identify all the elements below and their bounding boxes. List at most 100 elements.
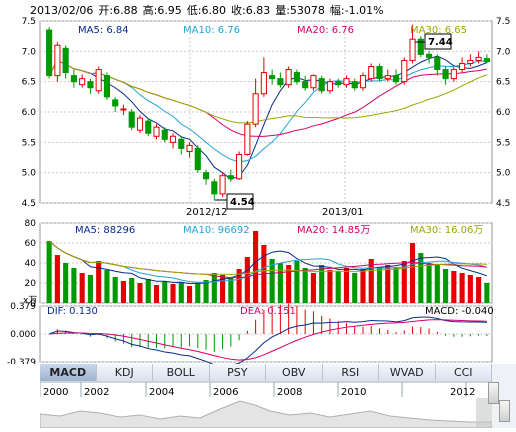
candle-body bbox=[326, 81, 334, 92]
stock-chart[interactable]: 7.5 7.0 6.5 6.0 5.5 5.0 4.5 7.5 7.0 6.5 6.0 5.5 5.0… bbox=[0, 0, 516, 364]
candle-body bbox=[442, 69, 449, 80]
macd-grid bbox=[40, 305, 492, 363]
candle-body bbox=[95, 69, 102, 92]
candle-body bbox=[392, 75, 400, 83]
price-ma5-line bbox=[48, 55, 488, 180]
macd-tick: 0.000 bbox=[10, 330, 36, 340]
candle-body bbox=[112, 99, 119, 107]
quote-high: 高:6.95 bbox=[142, 4, 182, 17]
tab-rsi[interactable]: RSI bbox=[322, 364, 379, 381]
candle-body bbox=[483, 58, 490, 63]
price-tick-right: 5.5 bbox=[496, 138, 510, 148]
vol-ma30-label: MA30: 16.06万 bbox=[410, 225, 483, 236]
candle-body bbox=[417, 38, 424, 55]
quote-close: 收:6.83 bbox=[231, 4, 271, 17]
volume-bar bbox=[46, 241, 52, 303]
quote-volume: 量:53078 bbox=[275, 4, 325, 17]
volume-bar bbox=[71, 268, 77, 303]
volume-bar bbox=[228, 278, 234, 303]
ma20-label: MA20: 6.76 bbox=[297, 25, 354, 36]
candle-body bbox=[459, 62, 466, 71]
quote-date: 2013/02/06 bbox=[30, 4, 94, 17]
price-tick-left: 5.5 bbox=[22, 138, 36, 148]
macd-lines bbox=[48, 316, 487, 364]
tab-obv[interactable]: OBV bbox=[266, 364, 323, 381]
dif-label: DIF: 0.130 bbox=[47, 306, 98, 317]
candle-body bbox=[62, 47, 69, 74]
tab-wvad[interactable]: WVAD bbox=[379, 364, 436, 381]
volume-tick: 20 bbox=[25, 279, 37, 289]
volume-unit-label: x万 bbox=[23, 296, 37, 306]
macd-axis: 0.379 0.000 -0.379 bbox=[7, 302, 36, 364]
candle-body bbox=[46, 29, 53, 77]
candlesticks bbox=[46, 24, 490, 201]
volume-bar bbox=[360, 269, 366, 303]
ma10-label: MA10: 6.76 bbox=[183, 25, 240, 36]
candle-body bbox=[359, 75, 367, 89]
candle-body bbox=[54, 44, 61, 77]
year-2000: 2000 bbox=[43, 387, 68, 398]
candle-body bbox=[186, 144, 193, 152]
volume-bar bbox=[286, 265, 292, 303]
volume-bar bbox=[79, 273, 85, 303]
dea-line bbox=[49, 319, 487, 361]
timeline-left-handle[interactable] bbox=[488, 382, 499, 404]
tab-boll[interactable]: BOLL bbox=[153, 364, 210, 381]
candle-body bbox=[178, 138, 185, 149]
quote-low: 低:6.80 bbox=[186, 4, 227, 17]
volume-bar bbox=[476, 277, 482, 303]
tab-kdj[interactable]: KDJ bbox=[96, 364, 153, 381]
year-2006: 2006 bbox=[213, 387, 238, 398]
candle-body bbox=[252, 93, 259, 125]
volume-bar bbox=[203, 280, 209, 303]
volume-bar bbox=[443, 269, 449, 303]
volume-bar bbox=[434, 265, 440, 303]
volume-bar bbox=[451, 271, 457, 303]
volume-ma30-line bbox=[48, 240, 487, 275]
candle-body bbox=[161, 129, 168, 140]
volume-tick: 40 bbox=[25, 259, 37, 269]
candle-body bbox=[244, 123, 251, 155]
volume-bar bbox=[426, 263, 432, 303]
candle-body bbox=[409, 38, 416, 61]
price-tick-left: 4.5 bbox=[22, 199, 36, 209]
volume-bar bbox=[459, 273, 465, 303]
volume-bar bbox=[269, 259, 275, 303]
timeline-right-handle[interactable] bbox=[499, 400, 510, 422]
volume-bar bbox=[96, 261, 102, 303]
candle-body bbox=[467, 59, 474, 64]
tab-macd[interactable]: MACD bbox=[40, 364, 97, 381]
candle-body bbox=[368, 66, 375, 80]
timeline-selection[interactable] bbox=[476, 398, 492, 428]
timeline-navigator[interactable]: 2000 2002 2004 2006 2008 2010 2012 bbox=[39, 381, 493, 429]
candle-body bbox=[236, 153, 243, 180]
year-2004: 2004 bbox=[149, 387, 174, 398]
volume-bar bbox=[277, 263, 283, 303]
volume-bar bbox=[484, 283, 490, 303]
volume-bar bbox=[343, 268, 350, 303]
candle-body bbox=[136, 117, 144, 131]
volume-bar bbox=[186, 286, 193, 303]
candle-body bbox=[211, 181, 218, 195]
candle-body bbox=[87, 81, 94, 89]
candle-body bbox=[79, 78, 86, 86]
price-ma-lines bbox=[48, 55, 488, 180]
volume-tick: 0 bbox=[30, 299, 36, 309]
volume-bar bbox=[310, 273, 316, 303]
tab-psy[interactable]: PSY bbox=[209, 364, 266, 381]
price-tick-left: 5.0 bbox=[22, 169, 37, 179]
volume-bar bbox=[368, 259, 374, 303]
macd-histogram bbox=[56, 303, 488, 353]
volume-bar bbox=[178, 282, 184, 303]
candle-body bbox=[120, 108, 127, 111]
candle-body bbox=[169, 135, 177, 143]
volume-bar bbox=[87, 275, 93, 303]
volume-bar bbox=[319, 265, 325, 303]
price-tick-left: 6.5 bbox=[22, 78, 36, 88]
indicator-tab-bar: MACD KDJ BOLL PSY OBV RSI WVAD CCI bbox=[40, 364, 492, 381]
candle-body bbox=[269, 75, 276, 80]
candle-body bbox=[145, 120, 152, 134]
high-marker: 7.44 bbox=[415, 33, 453, 50]
volume-bar bbox=[63, 263, 69, 303]
tab-cci[interactable]: CCI bbox=[435, 364, 492, 381]
